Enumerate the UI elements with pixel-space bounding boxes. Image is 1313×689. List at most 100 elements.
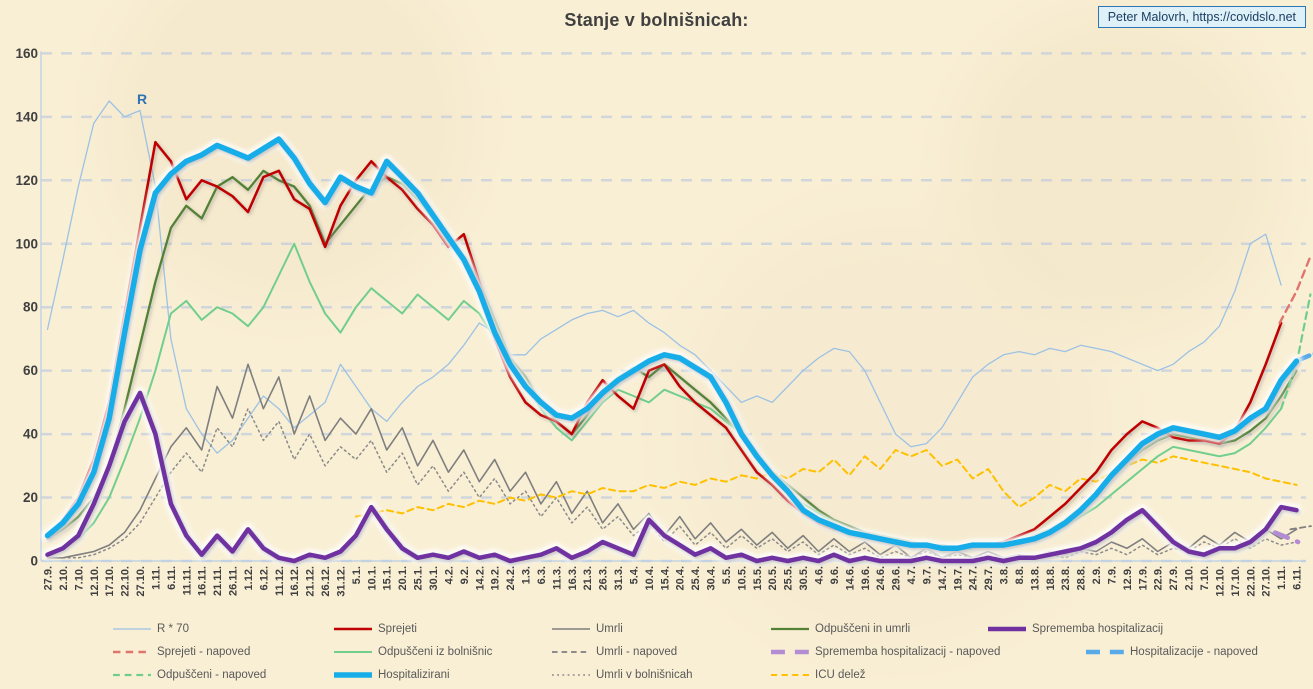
series-line-icu-delez bbox=[354, 449, 1298, 518]
x-tick-label: 22.10. bbox=[1245, 566, 1257, 597]
x-tick-label: 2.10. bbox=[1184, 566, 1196, 590]
y-tick-label: 0 bbox=[30, 554, 38, 569]
x-tick-label: 1.11. bbox=[1276, 566, 1288, 590]
x-tick-label: 26.3. bbox=[598, 566, 610, 590]
x-tick-label: 27.10. bbox=[135, 566, 147, 597]
x-tick-label: 24.7. bbox=[968, 566, 980, 590]
x-tick-label: 6.11. bbox=[1292, 566, 1304, 590]
x-tick-label: 18.8. bbox=[1045, 566, 1057, 590]
x-tick-label: 7.9. bbox=[1106, 566, 1118, 584]
x-tick-label: 10.1. bbox=[366, 566, 378, 590]
x-tick-label: 5.1. bbox=[351, 566, 363, 584]
y-tick-label: 80 bbox=[23, 300, 38, 315]
y-tick-label: 40 bbox=[23, 427, 38, 442]
x-tick-label: 3.8. bbox=[999, 566, 1011, 584]
y-tick-label: 120 bbox=[15, 173, 38, 188]
x-tick-label: 13.8. bbox=[1029, 566, 1041, 590]
x-tick-label: 16.11. bbox=[197, 566, 209, 596]
x-tick-label: 7.10. bbox=[1199, 566, 1211, 590]
x-tick-label: 26.11. bbox=[228, 566, 240, 596]
series-line-sprememba-hospitalizacij bbox=[45, 390, 1299, 564]
x-tick-label: 9.6. bbox=[829, 566, 841, 584]
x-tick-label: 30.4. bbox=[706, 566, 718, 590]
x-tick-label: 17.10. bbox=[104, 566, 116, 597]
y-tick-label: 20 bbox=[23, 490, 38, 505]
x-tick-label: 28.8. bbox=[1076, 566, 1088, 590]
series-line-umrli-v-bolnisnicah bbox=[46, 407, 1298, 559]
credit-box: Peter Malovrh, https://covidslo.net bbox=[1097, 6, 1306, 28]
x-tick-label: 27.10. bbox=[1261, 566, 1273, 597]
x-tick-label: 26.12. bbox=[320, 566, 332, 597]
series-layer bbox=[41, 100, 1313, 567]
x-tick-label: 16.3. bbox=[567, 566, 579, 590]
series-glow-hospitalizirani bbox=[41, 133, 1303, 555]
x-tick-label: 20.5. bbox=[767, 566, 779, 590]
x-tick-label: 1.3. bbox=[521, 566, 533, 584]
x-tick-label: 27.9. bbox=[1168, 566, 1180, 590]
x-tick-label: 19.6. bbox=[860, 566, 872, 590]
x-tick-label: 9.2. bbox=[459, 566, 471, 584]
x-tick-label: 9.7. bbox=[921, 566, 933, 584]
x-tick-label: 11.11. bbox=[181, 566, 193, 595]
x-tick-label: 6.11. bbox=[166, 566, 178, 590]
x-tick-label: 19.2. bbox=[490, 566, 502, 590]
x-tick-label: 12.10. bbox=[1214, 566, 1226, 597]
x-tick-label: 4.6. bbox=[814, 566, 826, 584]
x-tick-label: 4.7. bbox=[906, 566, 918, 584]
x-tick-label: 4.2. bbox=[443, 566, 455, 584]
y-tick-label: 60 bbox=[23, 363, 38, 378]
x-tick-label: 12.10. bbox=[89, 566, 101, 597]
page-title: Stanje v bolnišnicah: bbox=[564, 10, 749, 30]
x-tick-label: 5.4. bbox=[628, 566, 640, 584]
grid-layer bbox=[40, 51, 1306, 563]
x-tick-label: 22.9. bbox=[1153, 566, 1165, 590]
x-tick-label: 30.1. bbox=[428, 566, 440, 590]
x-tick-label: 12.9. bbox=[1122, 566, 1134, 590]
x-tick-label: 24.6. bbox=[875, 566, 887, 590]
x-tick-label: 14.2. bbox=[474, 566, 486, 590]
x-tick-label: 31.3. bbox=[613, 566, 625, 590]
x-tick-label: 11.3. bbox=[551, 566, 563, 590]
x-tick-label: 6.3. bbox=[536, 566, 548, 584]
x-tick-label: 17.9. bbox=[1137, 566, 1149, 590]
series-line-umrli-napoved bbox=[1289, 525, 1312, 531]
y-tick-label: 140 bbox=[15, 109, 38, 124]
series-line-r-70 bbox=[46, 100, 1282, 454]
x-tick-label: 5.5. bbox=[721, 566, 733, 584]
x-tick-label: 16.12. bbox=[289, 566, 301, 597]
x-tick-label: 25.4. bbox=[690, 566, 702, 590]
x-tick-label: 31.12. bbox=[335, 566, 347, 597]
x-tick-label: 15.5. bbox=[752, 566, 764, 590]
x-tick-label: 2.9. bbox=[1091, 566, 1103, 584]
x-tick-label: 30.5. bbox=[798, 566, 810, 590]
x-tick-label: 7.10. bbox=[73, 566, 85, 590]
x-tick-label: 1.12. bbox=[243, 566, 255, 590]
x-tick-label: 27.9. bbox=[43, 566, 55, 590]
x-tick-label: 10.5. bbox=[736, 566, 748, 590]
x-tick-label: 24.2. bbox=[505, 566, 517, 590]
x-tick-label: 11.12. bbox=[274, 566, 286, 596]
x-tick-label: 29.7. bbox=[983, 566, 995, 590]
x-tick-label: 21.3. bbox=[582, 566, 594, 590]
x-tick-label: 23.8. bbox=[1060, 566, 1072, 590]
series-line-sprejeti bbox=[46, 140, 1283, 550]
x-tick-label: 25.5. bbox=[783, 566, 795, 590]
x-tick-label: 21.12. bbox=[305, 566, 317, 597]
x-tick-label: 20.1. bbox=[397, 566, 409, 590]
x-tick-label: 25.1. bbox=[413, 566, 425, 590]
x-tick-label: 17.10. bbox=[1230, 566, 1242, 597]
y-tick-label: 160 bbox=[15, 46, 38, 61]
x-tick-label: 21.11. bbox=[212, 566, 224, 596]
x-tick-label: 14.7. bbox=[937, 566, 949, 590]
x-tick-label: 19.7. bbox=[952, 566, 964, 590]
x-tick-label: 2.10. bbox=[58, 566, 70, 590]
x-tick-label: 1.11. bbox=[150, 566, 162, 590]
series-line-sprejeti-napoved bbox=[1278, 255, 1312, 325]
x-tick-label: 6.12. bbox=[258, 566, 270, 590]
x-tick-label: 15.4. bbox=[659, 566, 671, 590]
x-tick-label: 22.10. bbox=[120, 566, 132, 597]
r-series-annotation: R bbox=[137, 91, 148, 107]
